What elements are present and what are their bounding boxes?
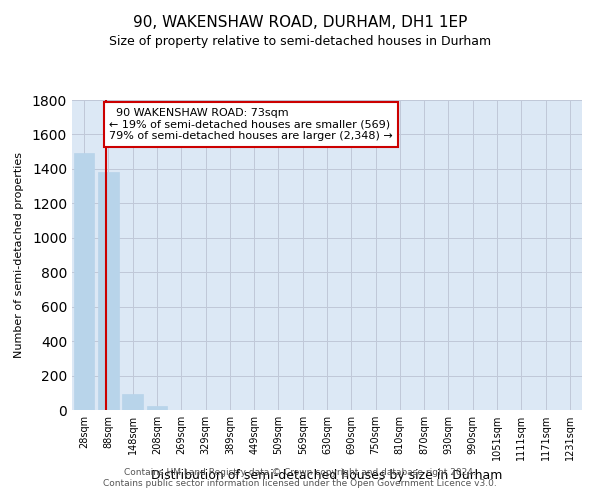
Text: 90, WAKENSHAW ROAD, DURHAM, DH1 1EP: 90, WAKENSHAW ROAD, DURHAM, DH1 1EP [133,15,467,30]
Text: Contains HM Land Registry data © Crown copyright and database right 2024.
Contai: Contains HM Land Registry data © Crown c… [103,468,497,487]
Bar [98,172,119,410]
Bar [122,394,143,410]
Bar [146,406,167,410]
Text: Size of property relative to semi-detached houses in Durham: Size of property relative to semi-detach… [109,34,491,48]
Text: 90 WAKENSHAW ROAD: 73sqm
← 19% of semi-detached houses are smaller (569)
79% of : 90 WAKENSHAW ROAD: 73sqm ← 19% of semi-d… [109,108,393,141]
X-axis label: Distribution of semi-detached houses by size in Durham: Distribution of semi-detached houses by … [151,468,503,481]
Bar [74,154,94,410]
Y-axis label: Number of semi-detached properties: Number of semi-detached properties [14,152,23,358]
